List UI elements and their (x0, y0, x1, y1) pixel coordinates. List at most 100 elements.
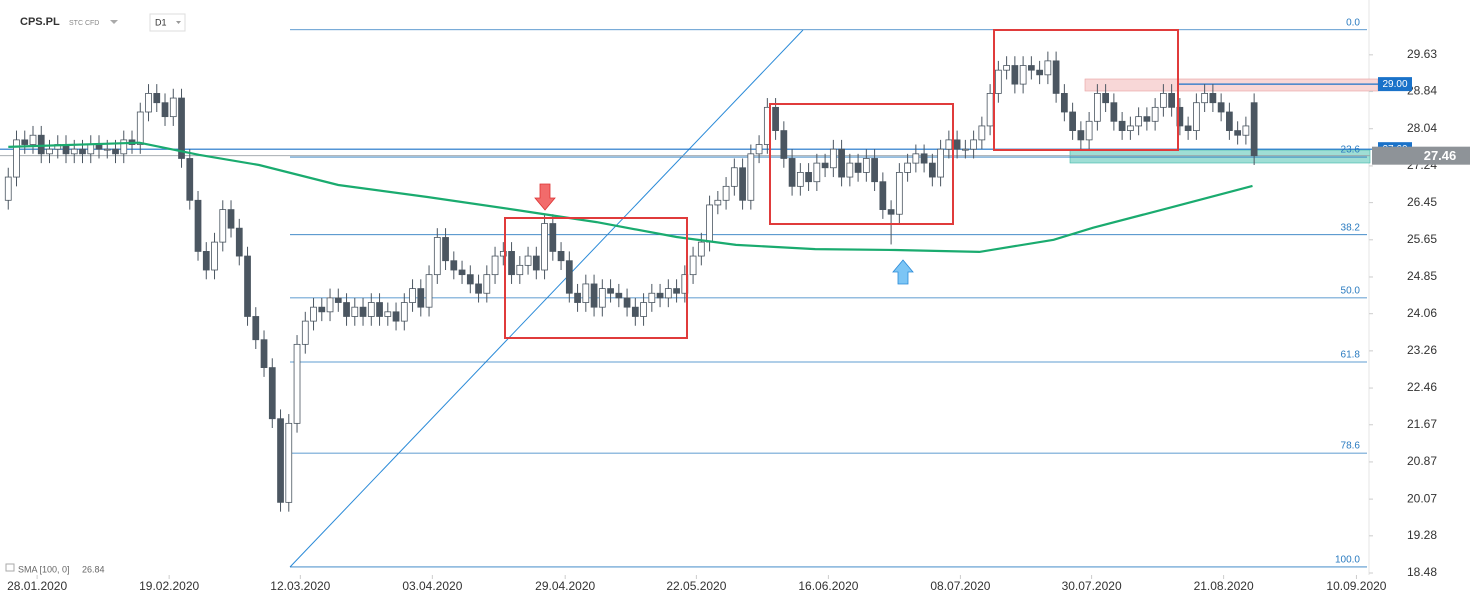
candle-body (458, 269, 466, 276)
y-tick-label: 19.28 (1407, 528, 1437, 542)
x-tick-label: 12.03.2020 (270, 579, 330, 593)
candle-body (945, 139, 953, 150)
candle-body (598, 288, 606, 308)
candle-body (211, 241, 218, 271)
candle-body (640, 302, 647, 317)
fib-label: 38.2 (1341, 222, 1361, 233)
candle-body (376, 302, 383, 317)
candle-body (359, 306, 367, 317)
candle-body (219, 209, 227, 243)
candle-body (1036, 69, 1043, 76)
candle-body (334, 297, 342, 303)
candle-body (1118, 120, 1126, 131)
candle-body (433, 237, 441, 276)
price-tag-label: 29.00 (1382, 79, 1407, 90)
candle-body (425, 274, 433, 308)
candle-body (1176, 106, 1184, 127)
candle-body (904, 162, 911, 173)
candle-body (178, 97, 185, 159)
candle-body (739, 167, 746, 201)
x-tick-label: 21.08.2020 (1194, 579, 1254, 593)
candle-body (1052, 60, 1060, 94)
support-zone (1069, 149, 1371, 164)
candle-body (1143, 116, 1151, 122)
candle-body (953, 139, 961, 150)
candle-body (607, 288, 614, 294)
candle-body (244, 255, 251, 317)
dropdown-caret[interactable] (110, 20, 118, 24)
candle-body (697, 241, 705, 257)
range-box (504, 217, 688, 339)
candle-body (145, 93, 152, 113)
dropdown-caret[interactable] (176, 21, 181, 24)
candle-body (541, 223, 548, 271)
candle-body (1226, 111, 1233, 131)
fib-label: 23.6 (1341, 145, 1361, 156)
candle-body (615, 292, 623, 299)
x-tick-label: 16.06.2020 (798, 579, 858, 593)
candle-body (961, 148, 969, 151)
y-tick-label: 26.45 (1407, 195, 1437, 209)
candle-body (730, 167, 738, 187)
candle-body (1201, 93, 1209, 104)
candle-body (689, 255, 697, 276)
indicator-name: SMA [100, 0] (18, 564, 70, 574)
fib-label: 78.6 (1341, 441, 1361, 452)
candle-body (499, 251, 507, 257)
candle-body (285, 422, 293, 503)
candle-body (161, 102, 169, 118)
candle-body (1069, 111, 1076, 131)
candle-body (912, 153, 920, 164)
candle-body (631, 306, 639, 317)
candle-body (978, 125, 986, 141)
candle-body (1151, 106, 1159, 122)
candle-body (417, 288, 425, 308)
indicator-icon[interactable] (5, 563, 15, 572)
candle-body (29, 134, 37, 145)
interval-button[interactable] (149, 13, 186, 32)
candle-body (13, 139, 20, 178)
candle-body (1160, 93, 1167, 108)
candle-body (392, 311, 400, 322)
range-box (769, 103, 954, 225)
y-tick-label: 20.87 (1407, 454, 1437, 468)
y-tick-label: 28.84 (1407, 84, 1437, 98)
candle-body (310, 306, 317, 322)
candle-body (87, 144, 95, 155)
candle-body (169, 97, 177, 118)
x-tick-label: 30.07.2020 (1062, 579, 1122, 593)
candle-body (95, 144, 103, 150)
candle-body (1184, 125, 1192, 131)
candle-body (664, 288, 672, 299)
candle-body (623, 297, 631, 308)
symbol: CPS.PL (20, 16, 60, 28)
y-tick-label: 22.46 (1407, 380, 1437, 394)
candle-body (549, 223, 557, 252)
candle-body (4, 176, 12, 201)
candle-body (277, 418, 284, 503)
y-tick-label: 29.63 (1407, 47, 1437, 61)
candle-body (1135, 116, 1142, 127)
candle-body (937, 148, 944, 178)
candle-body (1102, 93, 1109, 104)
candle-body (994, 69, 1002, 94)
y-tick-label: 23.26 (1407, 343, 1437, 357)
price-tag (1378, 77, 1412, 92)
down-arrow (534, 183, 556, 211)
candle-body (1094, 93, 1101, 122)
candle-body (813, 162, 821, 183)
candle-body (367, 302, 375, 317)
candle-body (1242, 125, 1250, 136)
candle-body (1168, 93, 1175, 108)
candle-body (260, 339, 268, 368)
candle-body (755, 144, 763, 155)
candle-body (673, 288, 680, 294)
fib-label: 61.8 (1341, 350, 1361, 361)
x-tick-label: 22.05.2020 (666, 579, 726, 593)
candle-body (301, 320, 309, 345)
candle-body (796, 172, 804, 187)
candle-body (1127, 125, 1134, 131)
candle-body (1234, 130, 1242, 136)
resistance-zone (1084, 78, 1379, 92)
candle-body (1085, 120, 1093, 141)
